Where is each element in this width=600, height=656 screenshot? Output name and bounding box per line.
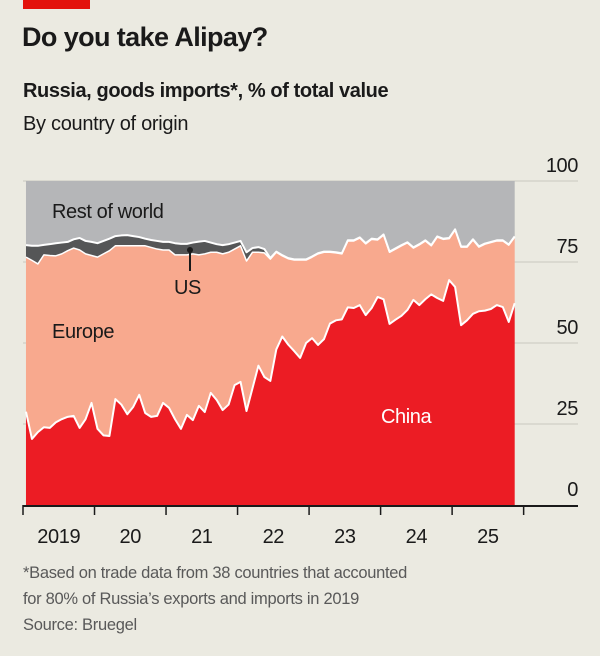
label-china: China xyxy=(381,406,433,428)
chart-description: By country of origin xyxy=(23,113,189,135)
chart-subtitle: Russia, goods imports*, % of total value xyxy=(23,80,389,102)
x-tick-label: 20 xyxy=(120,526,142,548)
footnote-line-2: for 80% of Russia’s exports and imports … xyxy=(23,590,359,608)
x-tick-label: 25 xyxy=(477,526,499,548)
x-tick-label: 2019 xyxy=(37,526,80,548)
us-pointer-dot xyxy=(187,247,193,253)
y-tick-label: 100 xyxy=(546,155,578,177)
footnote-line-1: *Based on trade data from 38 countries t… xyxy=(23,564,408,582)
y-tick-label: 25 xyxy=(557,398,579,420)
series-separators xyxy=(25,228,516,440)
brand-red-bar xyxy=(23,0,90,9)
x-axis: 2019 20 21 22 23 24 25 xyxy=(22,505,578,548)
area-china xyxy=(25,280,515,505)
annotations: Rest of world US Europe China xyxy=(52,201,433,428)
label-us: US xyxy=(174,277,201,299)
separator-us xyxy=(25,228,516,261)
label-rest-of-world: Rest of world xyxy=(52,201,164,223)
y-tick-label: 75 xyxy=(557,236,579,258)
area-rest-of-world xyxy=(25,181,515,260)
area-europe xyxy=(25,229,515,439)
x-tick-label: 23 xyxy=(334,526,356,548)
areas xyxy=(25,181,515,505)
x-tick-label: 22 xyxy=(263,526,285,548)
x-tick-label: 21 xyxy=(191,526,213,548)
source-note: Source: Bruegel xyxy=(23,616,137,634)
y-tick-label: 0 xyxy=(567,479,578,501)
y-tick-label: 50 xyxy=(557,317,579,339)
separator-china xyxy=(25,279,516,440)
label-europe: Europe xyxy=(52,321,114,343)
y-axis-labels: 0 25 50 75 100 xyxy=(546,155,579,501)
chart-title: Do you take Alipay? xyxy=(22,22,268,52)
x-tick-label: 24 xyxy=(406,526,428,548)
